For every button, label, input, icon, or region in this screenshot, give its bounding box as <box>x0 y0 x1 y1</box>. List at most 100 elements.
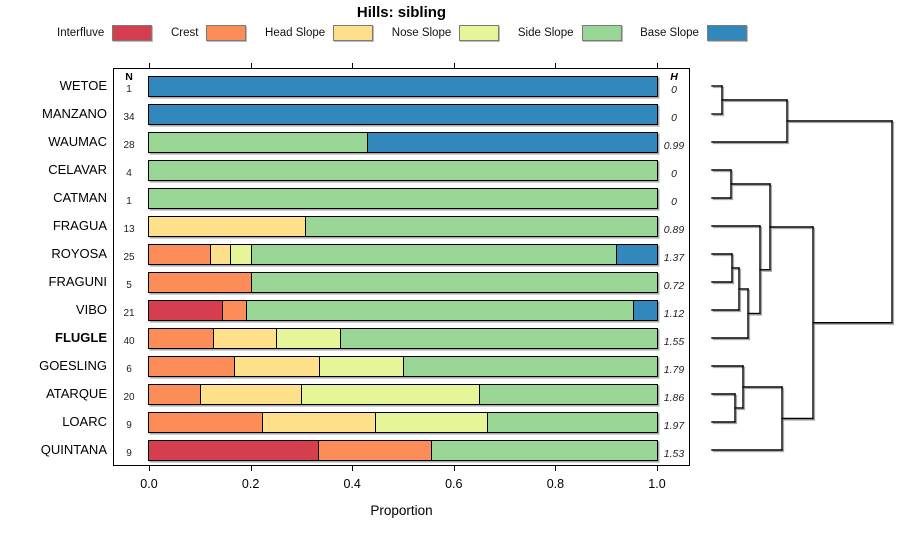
x-axis-tick-label: 0.6 <box>445 477 463 491</box>
bar-segment <box>403 357 657 376</box>
x-axis-tick-bottom <box>453 466 455 471</box>
bar-segment <box>633 301 657 320</box>
n-value: 6 <box>126 364 132 375</box>
bar-segment <box>149 357 234 376</box>
h-value: 1.79 <box>663 364 685 376</box>
n-value: 25 <box>123 252 135 263</box>
bar <box>148 412 658 433</box>
x-axis-tick-label: 0.8 <box>546 477 565 491</box>
n-value: 1 <box>126 196 132 207</box>
row-label: FLUGLE <box>55 330 107 345</box>
bar <box>148 188 658 209</box>
bar <box>148 384 658 405</box>
h-value: 1.12 <box>663 308 685 320</box>
row-label: CELAVAR <box>48 162 107 177</box>
bar <box>148 272 658 293</box>
row-label: QUINTANA <box>40 442 107 457</box>
h-column-header: H <box>670 71 678 83</box>
bar-segment <box>149 273 251 292</box>
h-value: 0 <box>671 196 677 208</box>
bar-segment <box>318 441 431 460</box>
legend-label: Interfluve <box>57 27 105 39</box>
n-value: 21 <box>123 308 135 319</box>
n-value: 1 <box>126 84 132 95</box>
row-label: ROYOSA <box>51 246 107 261</box>
x-axis-tick-bottom <box>657 466 658 471</box>
legend-swatch <box>206 25 247 41</box>
legend-item: Crest <box>170 25 247 41</box>
bar-segment <box>616 245 657 264</box>
bar-segment <box>262 413 375 432</box>
bar-segment <box>479 385 657 404</box>
legend-swatch <box>333 25 374 41</box>
plot-box <box>113 68 690 466</box>
bar-segment <box>149 189 657 208</box>
bar-segment <box>149 329 213 348</box>
bar-segment <box>487 413 657 432</box>
n-value: 34 <box>123 112 135 123</box>
legend-swatch <box>706 25 747 41</box>
row-label: LOARC <box>62 414 107 429</box>
h-value: 1.55 <box>663 336 685 348</box>
legend-label: Side Slope <box>517 27 574 39</box>
h-value: 0.89 <box>663 224 685 236</box>
row-label: WAUMAC <box>48 134 107 149</box>
h-value: 0.99 <box>663 140 685 152</box>
bar-segment <box>149 385 200 404</box>
h-value: 1.97 <box>663 420 685 432</box>
bar <box>148 244 658 265</box>
row-label: FRAGUA <box>52 218 107 233</box>
legend-label: Nose Slope <box>391 27 452 39</box>
bar <box>148 76 658 97</box>
legend-swatch <box>112 25 153 41</box>
row-label: CATMAN <box>53 190 107 205</box>
bar-segment <box>375 413 487 432</box>
x-axis-tick-bottom <box>555 466 557 471</box>
bar-segment <box>222 301 246 320</box>
bar-segment <box>251 273 657 292</box>
bar-segment <box>149 441 318 460</box>
bar <box>148 104 658 125</box>
bar-segment <box>234 357 319 376</box>
h-value: 0 <box>671 84 677 96</box>
bar-segment <box>276 329 340 348</box>
legend-swatch <box>581 25 622 41</box>
h-value: 1.37 <box>663 252 685 264</box>
legend: Interfluve Crest Head Slope Nose Slope Side … <box>57 25 747 41</box>
bar-segment <box>149 245 210 264</box>
n-value: 4 <box>126 168 132 179</box>
bar <box>148 328 658 349</box>
bar-segment <box>149 217 305 236</box>
n-value: 9 <box>126 420 132 431</box>
x-axis-tick-top <box>657 63 658 68</box>
bar <box>148 356 658 377</box>
bar-segment <box>230 245 251 264</box>
n-value: 13 <box>123 224 135 235</box>
n-value: 9 <box>126 448 132 459</box>
legend-item: Side Slope <box>518 25 622 41</box>
bar-segment <box>367 133 657 152</box>
row-label: FRAGUNI <box>48 274 108 289</box>
n-value: 20 <box>123 392 135 403</box>
x-axis-tick-bottom <box>352 466 354 471</box>
x-axis-tick-bottom <box>250 466 252 471</box>
bar-segment <box>305 217 657 236</box>
legend-item: Nose Slope <box>391 25 500 41</box>
n-value: 40 <box>123 336 135 347</box>
bar-segment <box>149 133 367 152</box>
chart-title: Hills: sibling <box>356 4 447 21</box>
row-label: ATARQUE <box>46 386 107 401</box>
bar-segment <box>213 329 276 348</box>
x-axis-tick-label: 0.2 <box>241 477 260 491</box>
bar <box>148 440 658 461</box>
h-value: 1.86 <box>663 392 685 404</box>
bar-segment <box>301 385 479 404</box>
x-axis-tick-label: 0.0 <box>140 477 158 491</box>
bar-segment <box>149 301 222 320</box>
x-axis-tick-top <box>149 63 150 68</box>
bar <box>148 300 658 321</box>
legend-label: Crest <box>170 27 199 39</box>
legend-label: Head Slope <box>265 27 326 39</box>
x-axis-tick-bottom <box>149 466 150 471</box>
bar-segment <box>149 77 657 96</box>
